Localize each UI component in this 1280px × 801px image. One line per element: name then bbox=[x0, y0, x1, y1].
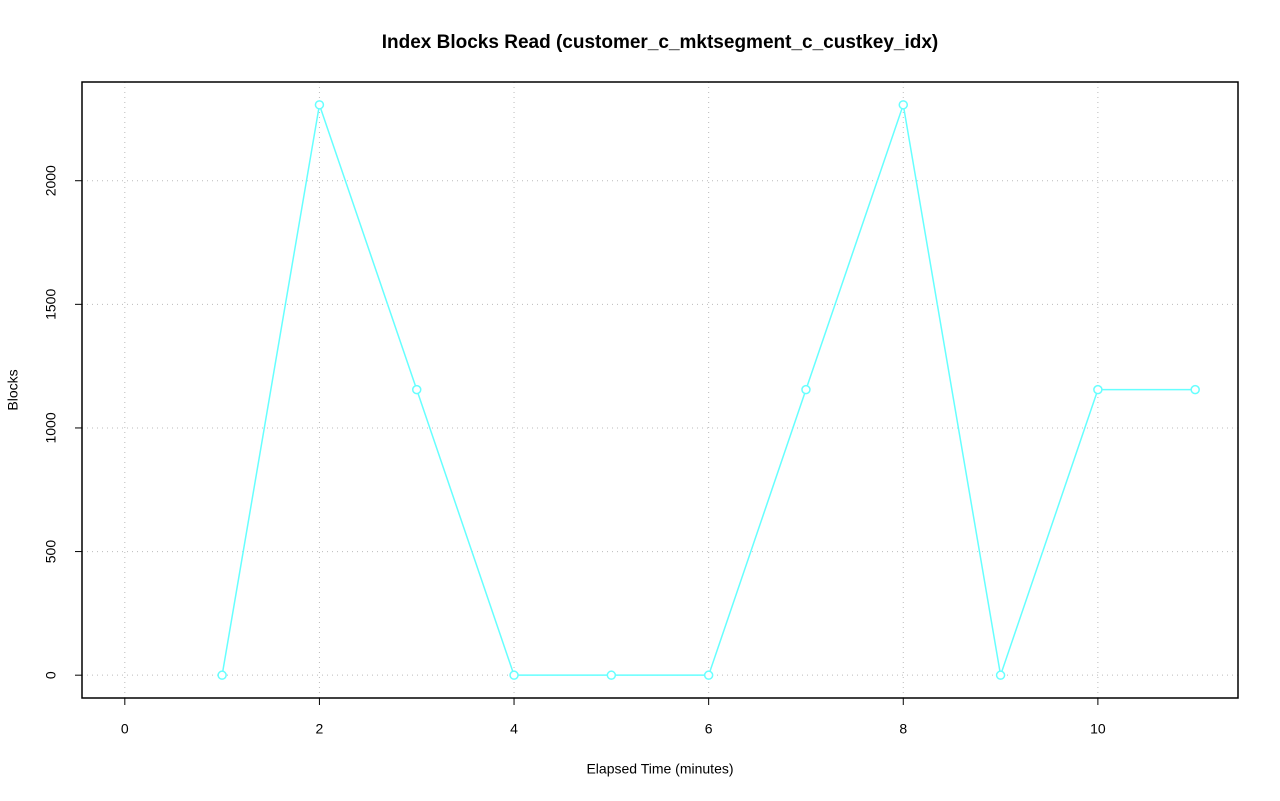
x-tick-label: 4 bbox=[510, 721, 518, 737]
x-tick-label: 2 bbox=[316, 721, 324, 737]
data-point bbox=[995, 670, 1006, 680]
data-point bbox=[898, 100, 909, 110]
y-tick-label: 1000 bbox=[43, 412, 59, 443]
data-point bbox=[1190, 384, 1200, 395]
x-tick-label: 0 bbox=[121, 721, 129, 737]
x-tick-label: 8 bbox=[899, 721, 907, 737]
data-point bbox=[606, 670, 617, 680]
data-line bbox=[221, 104, 1196, 676]
x-axis-label: Elapsed Time (minutes) bbox=[586, 761, 733, 777]
y-tick-label: 1500 bbox=[43, 289, 59, 320]
x-tick-label: 6 bbox=[705, 721, 713, 737]
data-point bbox=[314, 100, 325, 110]
y-tick-label: 2000 bbox=[43, 165, 59, 196]
data-point bbox=[703, 670, 714, 680]
data-point bbox=[411, 384, 422, 395]
y-tick-label: 500 bbox=[43, 540, 59, 564]
plot-frame bbox=[81, 81, 1239, 699]
data-point bbox=[801, 384, 811, 395]
x-tick-label: 10 bbox=[1090, 721, 1106, 737]
data-point bbox=[509, 670, 519, 680]
chart-title: Index Blocks Read (customer_c_mktsegment… bbox=[382, 32, 939, 53]
y-tick-label: 0 bbox=[43, 671, 59, 679]
data-point bbox=[217, 670, 227, 680]
data-point bbox=[1093, 384, 1103, 395]
y-axis-label: Blocks bbox=[5, 369, 21, 410]
